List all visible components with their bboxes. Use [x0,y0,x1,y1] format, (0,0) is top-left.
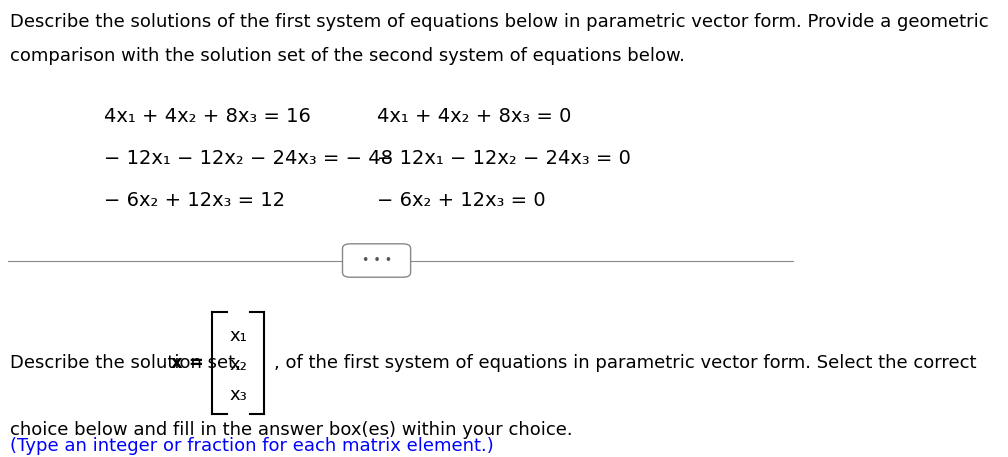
Text: choice below and fill in the answer box(es) within your choice.: choice below and fill in the answer box(… [10,421,573,439]
Text: 4x₁ + 4x₂ + 8x₃ = 16: 4x₁ + 4x₂ + 8x₃ = 16 [104,107,311,126]
Text: 4x₁ + 4x₂ + 8x₃ = 0: 4x₁ + 4x₂ + 8x₃ = 0 [377,107,571,126]
Text: Describe the solutions of the first system of equations below in parametric vect: Describe the solutions of the first syst… [10,13,988,32]
Text: x =: x = [170,354,204,372]
Text: comparison with the solution set of the second system of equations below.: comparison with the solution set of the … [10,47,684,65]
Text: − 12x₁ − 12x₂ − 24x₃ = − 48: − 12x₁ − 12x₂ − 24x₃ = − 48 [104,149,393,168]
FancyBboxPatch shape [343,244,410,277]
Text: − 6x₂ + 12x₃ = 12: − 6x₂ + 12x₃ = 12 [104,191,285,211]
Text: x₃: x₃ [230,386,247,404]
Text: • • •: • • • [362,254,392,267]
Text: Describe the solution set,: Describe the solution set, [10,354,247,372]
Text: − 12x₁ − 12x₂ − 24x₃ = 0: − 12x₁ − 12x₂ − 24x₃ = 0 [377,149,630,168]
Text: x₂: x₂ [230,356,247,374]
Text: − 6x₂ + 12x₃ = 0: − 6x₂ + 12x₃ = 0 [377,191,545,211]
Text: x₁: x₁ [230,327,247,345]
Text: , of the first system of equations in parametric vector form. Select the correct: , of the first system of equations in pa… [274,354,977,372]
Text: (Type an integer or fraction for each matrix element.): (Type an integer or fraction for each ma… [10,437,494,455]
